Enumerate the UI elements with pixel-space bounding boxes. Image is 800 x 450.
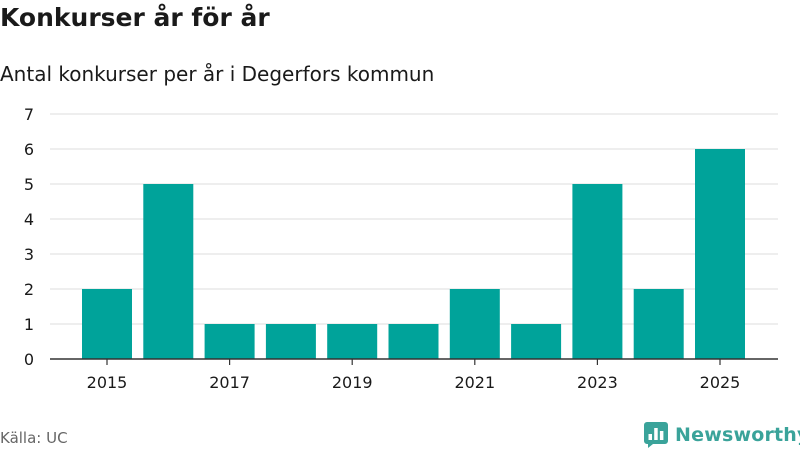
bar: [82, 289, 132, 359]
chart-title: Konkurser år för år: [0, 3, 270, 32]
bar: [572, 184, 623, 359]
bar: [633, 289, 684, 359]
brand-logo[interactable]: Newsworthy: [644, 420, 800, 450]
y-tick-label: 2: [24, 280, 34, 299]
y-tick-label: 5: [24, 175, 34, 194]
source-note: Källa: UC: [0, 429, 68, 447]
y-tick-label: 6: [24, 140, 34, 159]
bar: [695, 149, 745, 359]
brand-name: Newsworthy: [675, 424, 800, 446]
bar: [388, 324, 439, 359]
bar: [265, 324, 316, 359]
x-tick-label: 2017: [209, 373, 250, 392]
y-tick-label: 1: [24, 315, 34, 334]
x-tick-label: 2025: [700, 373, 741, 392]
x-tick-label: 2015: [87, 373, 128, 392]
y-tick-label: 0: [24, 350, 34, 369]
y-tick-label: 7: [24, 105, 34, 124]
x-tick-label: 2023: [577, 373, 618, 392]
bar: [143, 184, 194, 359]
x-tick-label: 2021: [454, 373, 495, 392]
y-tick-label: 4: [24, 210, 34, 229]
bar: [327, 324, 378, 359]
bar-chart: 0 1 2 3 4 5 6 7 2015 2017 2019 2021 2023 2025: [24, 105, 778, 392]
bar: [449, 289, 500, 359]
bar: [204, 324, 255, 359]
y-tick-label: 3: [24, 245, 34, 264]
chart-subtitle: Antal konkurser per år i Degerfors kommu…: [0, 62, 435, 86]
bar: [511, 324, 562, 359]
newsworthy-logo-icon: [644, 422, 668, 448]
x-tick-label: 2019: [332, 373, 373, 392]
